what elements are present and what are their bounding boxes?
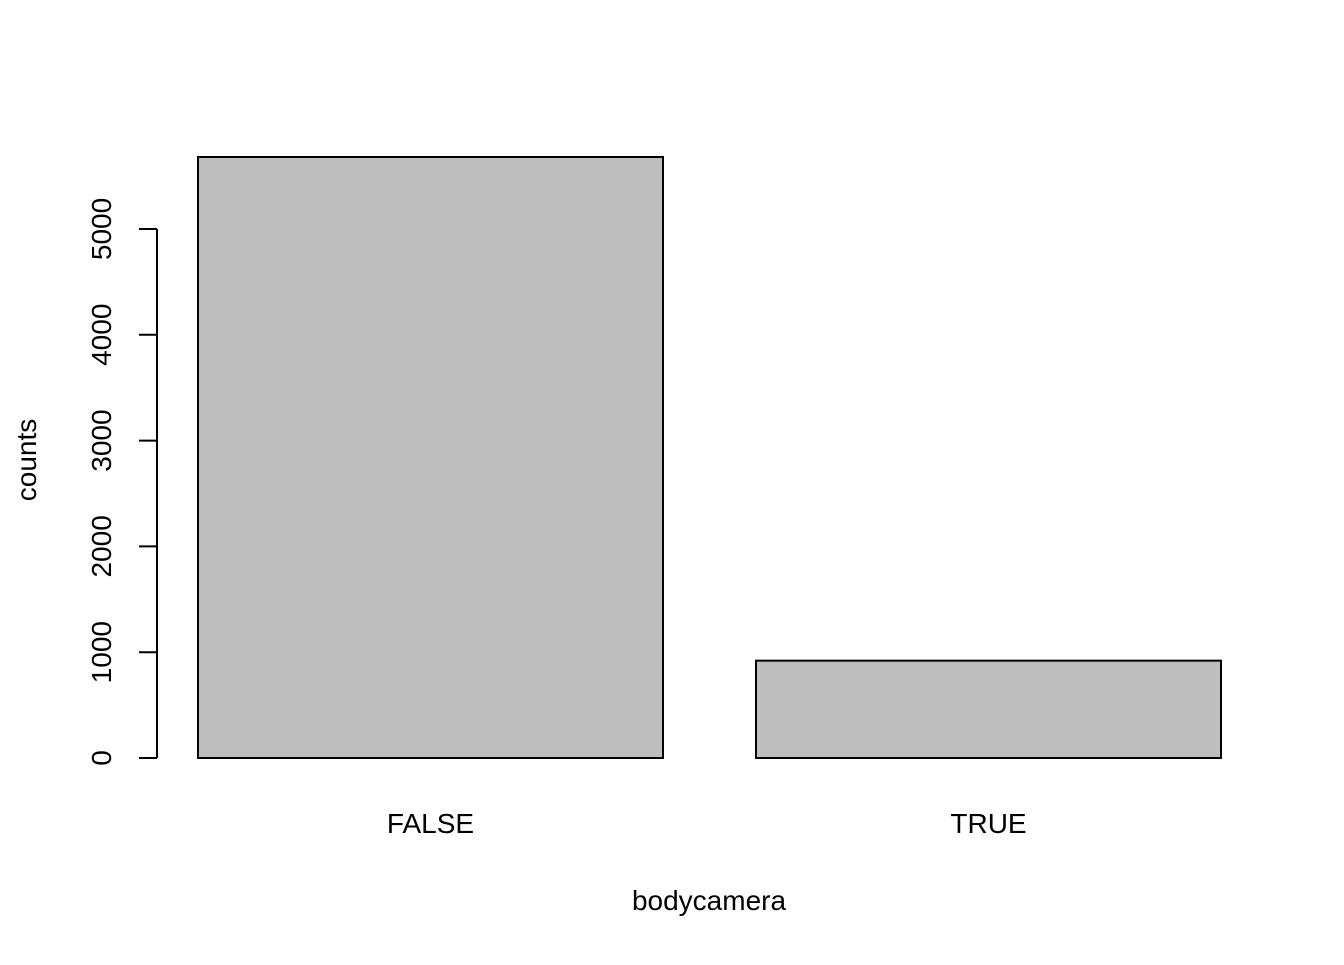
y-tick-label: 2000: [86, 515, 117, 577]
bar-true: [755, 659, 1222, 759]
x-tick-label: TRUE: [950, 808, 1026, 839]
y-axis-label: counts: [11, 419, 42, 502]
x-tick-labels: FALSE TRUE: [387, 808, 1027, 839]
y-tick-label: 0: [86, 750, 117, 766]
y-axis: 0 1000 2000 3000 4000 5000: [86, 198, 158, 766]
x-tick-label: FALSE: [387, 808, 474, 839]
y-tick-label: 1000: [86, 621, 117, 683]
bars: [197, 156, 1222, 759]
y-tick-label: 4000: [86, 304, 117, 366]
x-axis-label: bodycamera: [632, 885, 787, 916]
y-tick-label: 3000: [86, 409, 117, 471]
bar-false: [197, 156, 664, 759]
y-tick-label: 5000: [86, 198, 117, 260]
